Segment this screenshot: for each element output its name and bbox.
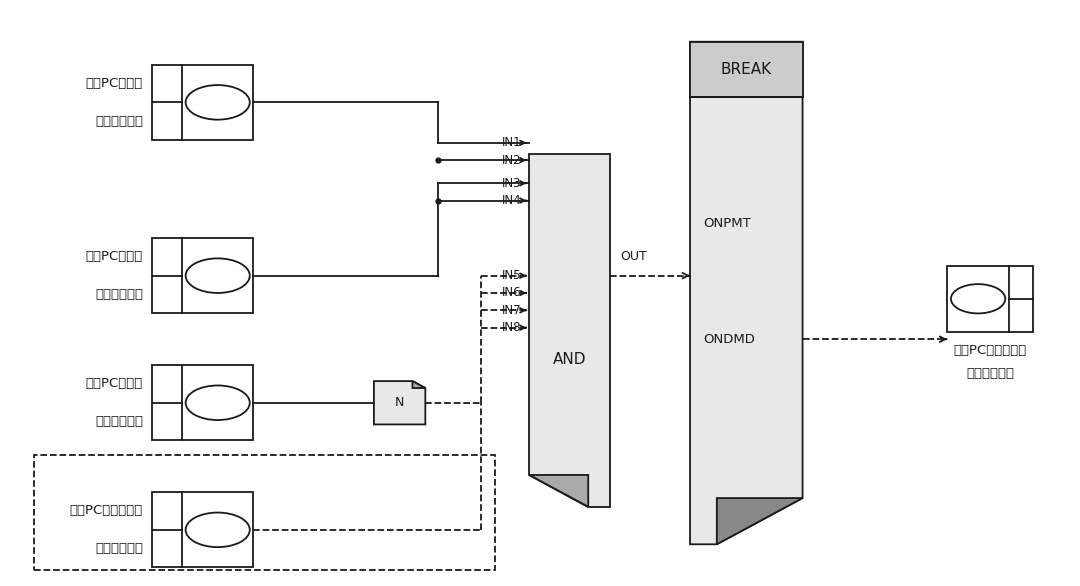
Bar [35,455,495,570]
Polygon shape [529,475,589,507]
Circle shape [186,386,249,420]
Text: IN4: IN4 [502,194,522,207]
Circle shape [950,284,1005,314]
Polygon shape [529,154,609,507]
Text: ONPMT: ONPMT [703,217,751,230]
Text: 进线开关分闸: 进线开关分闸 [95,543,143,556]
Bar [151,365,254,440]
Text: OUT: OUT [620,250,647,263]
Text: IN5: IN5 [502,269,522,282]
Bar [947,265,1032,332]
Bar [151,65,254,140]
Text: 保安PC段电源: 保安PC段电源 [85,377,143,390]
Text: 保安PC段电源: 保安PC段电源 [85,77,143,90]
Circle shape [186,85,249,120]
Circle shape [186,513,249,547]
Text: IN1: IN1 [502,137,522,149]
Polygon shape [690,42,802,544]
Text: 开关合闸指令: 开关合闸指令 [967,367,1014,380]
Text: 进线开关分闸: 进线开关分闸 [95,115,143,128]
Bar [690,42,802,97]
Polygon shape [374,381,426,424]
Text: BREAK: BREAK [720,62,772,77]
Text: IN6: IN6 [502,287,522,299]
Text: 保安PC段电源进线: 保安PC段电源进线 [954,344,1027,357]
Text: 保安PC段电源: 保安PC段电源 [85,250,143,263]
Text: N: N [395,396,404,409]
Text: ONDMD: ONDMD [703,333,755,346]
Text: 进线开关远方: 进线开关远方 [95,288,143,301]
Text: IN2: IN2 [502,154,522,166]
Circle shape [186,258,249,293]
Text: AND: AND [553,352,586,367]
Polygon shape [413,381,426,388]
Bar [151,238,254,314]
Text: IN3: IN3 [502,177,522,190]
Text: 保安PC段另一电源: 保安PC段另一电源 [70,505,143,517]
Bar [151,492,254,567]
Text: IN7: IN7 [502,304,522,317]
Polygon shape [717,498,802,544]
Text: 进线开关故障: 进线开关故障 [95,415,143,428]
Text: IN8: IN8 [502,321,522,334]
